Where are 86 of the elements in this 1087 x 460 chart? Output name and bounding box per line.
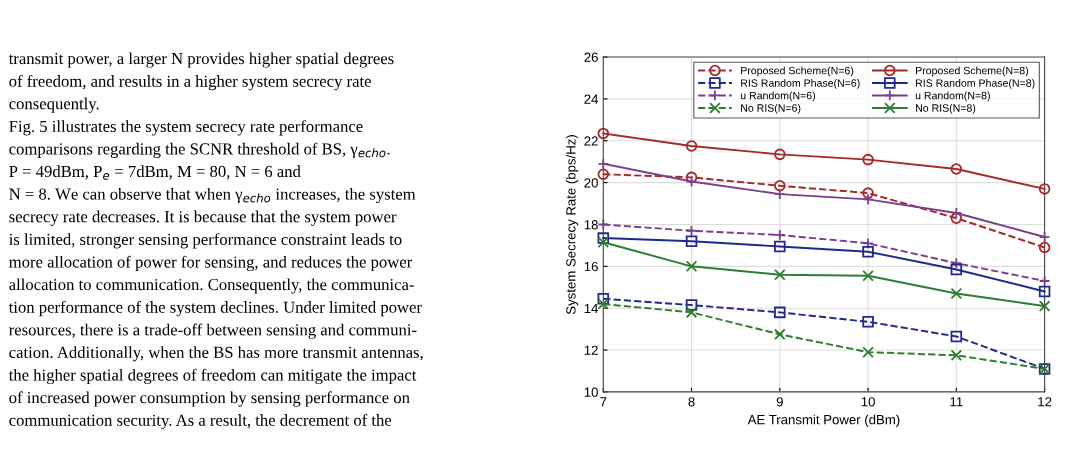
- x-tick-label: 11: [950, 397, 963, 407]
- legend-label: u Random(N=6): [740, 91, 816, 102]
- point: [597, 218, 610, 231]
- point: [862, 346, 874, 358]
- text: transmit power, a larger N provides higher spatial degrees: [8, 52, 394, 68]
- legend-label: Proposed Scheme(N=8): [916, 66, 1029, 77]
- point: [597, 168, 610, 181]
- point: [774, 328, 786, 341]
- x-tick-label: 12: [1038, 397, 1052, 407]
- point: [774, 179, 786, 192]
- text: consequently.: [9, 97, 99, 113]
- point: [685, 260, 698, 273]
- point: [950, 212, 963, 224]
- text: resources, there is a trade-off between sensing and communi-: [9, 323, 417, 339]
- text: secrecy rate decreases. It is because that the system power: [9, 210, 397, 226]
- point: [685, 299, 698, 311]
- legend-label: RIS Random Phase(N=8): [916, 79, 1035, 89]
- point: [950, 263, 963, 276]
- text: more allocation of power for sensing, and reduces the power: [9, 255, 413, 272]
- point: [862, 187, 874, 199]
- text: comparisons regarding the SCNR threshold of BS, γ$_{echo}$.: [9, 142, 390, 158]
- point: [774, 306, 786, 319]
- point: [597, 232, 610, 244]
- point: [862, 269, 874, 282]
- legend-label: u Random(N=8): [915, 91, 990, 102]
- point: [685, 175, 698, 188]
- point: [597, 298, 610, 310]
- point: [862, 153, 874, 166]
- point: [950, 257, 963, 269]
- point: [1038, 183, 1051, 195]
- text: tion performance of the system declines. Under limited power: [8, 300, 422, 317]
- y-tick-label: 26: [584, 52, 598, 62]
- text: of increased power consumption by sensing performance on: [9, 391, 410, 407]
- point: [950, 349, 963, 362]
- text: cation. Additionally, when the BS has more transmit antennas,: [9, 346, 423, 362]
- y-tick-label: 22: [584, 136, 598, 146]
- text: the higher spatial degrees of freedom can mitigate the impact: [8, 368, 417, 385]
- point: [774, 229, 786, 241]
- x-tick-label: 9: [776, 397, 783, 407]
- point: [950, 207, 963, 219]
- x-tick-label: 10: [861, 397, 875, 407]
- text: allocation to communication. Consequently, the communica-: [9, 278, 414, 294]
- x-tick-label: 8: [688, 397, 695, 407]
- text: of freedom, and results in a higher system secrecy rate: [9, 74, 371, 91]
- x-axis-title: AE Transmit Power (dBm): [747, 414, 900, 427]
- legend-label: No RIS(N=6): [741, 103, 801, 114]
- point: [685, 306, 698, 319]
- point: [1038, 285, 1051, 298]
- point: [1038, 300, 1051, 312]
- y-tick-label: 14: [584, 303, 599, 313]
- point: [685, 171, 698, 184]
- text: N = 8. We can observe that when γ$_{echo}$ increases, the system: [9, 187, 416, 204]
- text: P = 49dBm, P$_{e}$ = 7dBm, M = 80, N = 6 and: [9, 165, 301, 180]
- point: [950, 330, 963, 343]
- legend-label: Proposed Scheme(N=6): [741, 66, 854, 77]
- text: communication security. As a result, the decrement of the: [9, 413, 392, 430]
- point: [774, 268, 786, 281]
- point: [1038, 275, 1051, 287]
- legend-label: No RIS(N=8): [916, 103, 976, 114]
- y-tick-label: 10: [584, 387, 598, 397]
- point: [685, 140, 698, 152]
- point: [862, 245, 874, 258]
- point: [1038, 241, 1051, 254]
- legend-label: RIS Random Phase(N=6): [741, 79, 860, 89]
- y-tick-label: 18: [584, 220, 598, 230]
- point: [774, 188, 786, 200]
- point: [597, 236, 610, 249]
- point: [1038, 231, 1051, 243]
- point: [862, 316, 874, 328]
- point: [774, 240, 786, 253]
- y-axis-title: System Secrecy Rate (bps/Hz): [565, 135, 579, 315]
- point: [774, 148, 786, 161]
- point: [950, 287, 963, 300]
- x-tick-label: 7: [600, 397, 607, 407]
- text: is limited, stronger sensing performance constraint leads to: [9, 233, 402, 249]
- point: [685, 235, 698, 247]
- y-tick-label: 16: [584, 261, 598, 272]
- point: [862, 193, 874, 206]
- point: [597, 127, 610, 140]
- y-tick-label: 12: [584, 345, 598, 355]
- point: [950, 163, 963, 175]
- point: [597, 158, 610, 170]
- y-tick-label: 24: [584, 94, 599, 104]
- caption: Fig. 5 illustrates the system secrecy rate performance: [9, 120, 363, 136]
- y-tick-label: 20: [584, 178, 598, 188]
- point: [597, 293, 610, 305]
